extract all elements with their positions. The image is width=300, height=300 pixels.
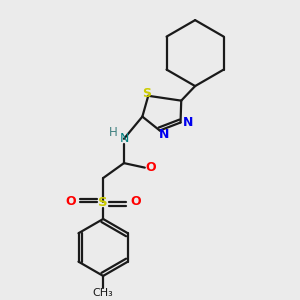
Text: N: N bbox=[119, 132, 129, 145]
Text: N: N bbox=[183, 116, 194, 129]
Text: S: S bbox=[98, 196, 108, 209]
Text: H: H bbox=[109, 126, 118, 139]
Text: O: O bbox=[146, 161, 156, 174]
Text: N: N bbox=[159, 128, 169, 141]
Text: O: O bbox=[130, 195, 141, 208]
Text: CH₃: CH₃ bbox=[93, 288, 113, 298]
Text: S: S bbox=[142, 86, 151, 100]
Text: O: O bbox=[66, 195, 76, 208]
